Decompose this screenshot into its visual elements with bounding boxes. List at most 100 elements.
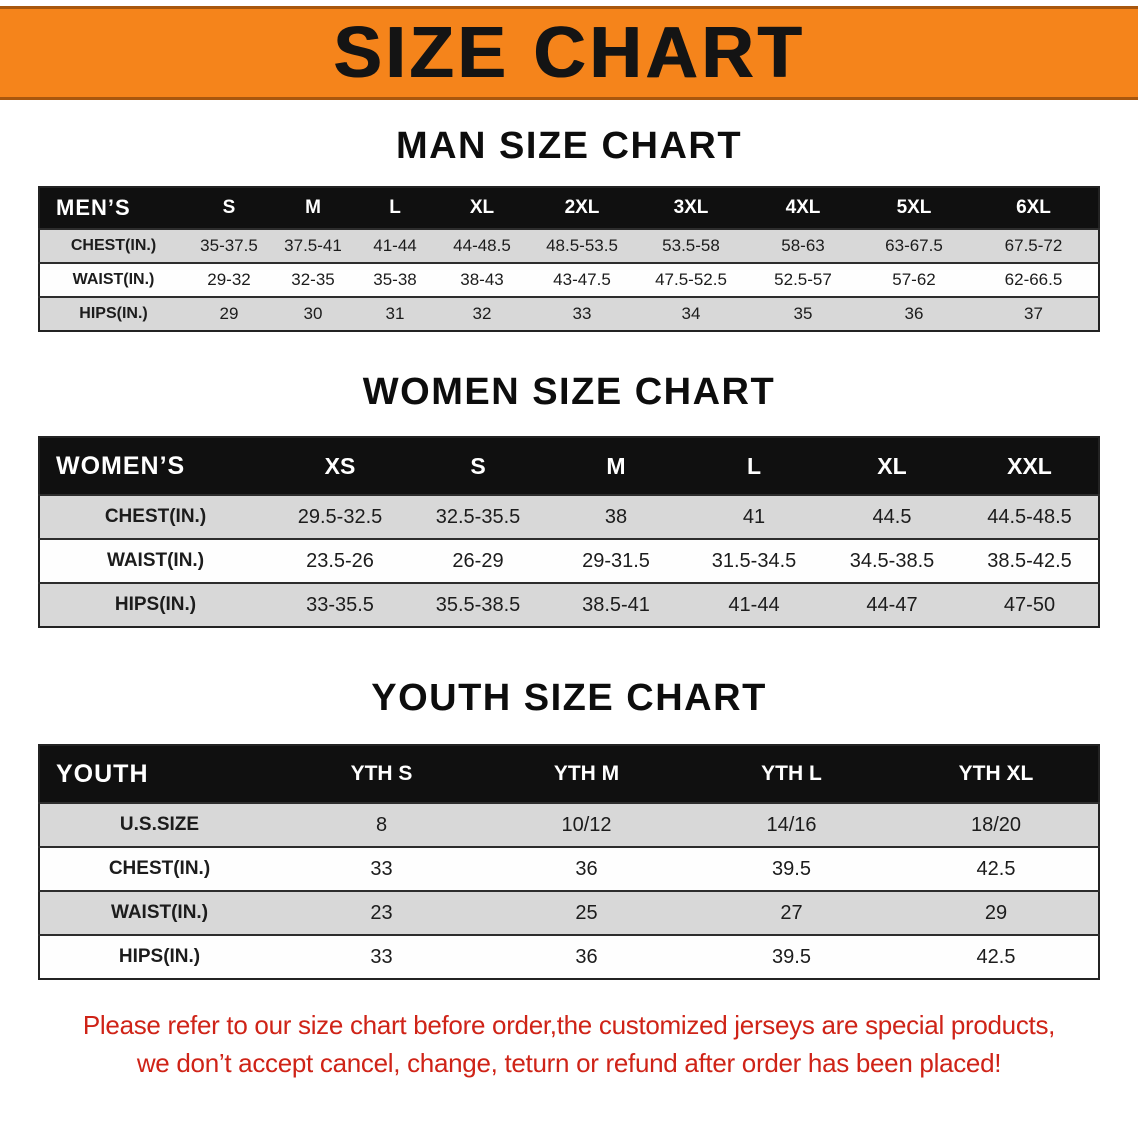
table-cell: 44.5 (823, 494, 961, 539)
table-cell: 38-43 (435, 262, 529, 297)
men-size-table: MEN’S S M L XL 2XL 3XL 4XL 5XL 6XL CHEST… (38, 186, 1100, 332)
row-label: WAIST(IN.) (39, 890, 279, 935)
table-cell: 62-66.5 (969, 262, 1099, 297)
table-cell: 38.5-42.5 (961, 538, 1099, 583)
table-cell: 29 (187, 296, 271, 331)
men-size-header: M (271, 187, 355, 229)
table-cell: 27 (689, 890, 894, 935)
table-cell: 32-35 (271, 262, 355, 297)
table-cell: 67.5-72 (969, 228, 1099, 263)
table-cell: 23 (279, 890, 484, 935)
youth-size-header: YTH S (279, 745, 484, 803)
men-size-header: S (187, 187, 271, 229)
table-cell: 35-37.5 (187, 228, 271, 263)
table-cell: 8 (279, 802, 484, 847)
table-cell: 41-44 (685, 582, 823, 627)
youth-table-corner-label: YOUTH (39, 745, 279, 803)
table-cell: 18/20 (894, 802, 1099, 847)
row-label: U.S.SIZE (39, 802, 279, 847)
women-table-header-row: WOMEN’S XS S M L XL XXL (39, 437, 1099, 495)
table-cell: 38 (547, 494, 685, 539)
table-cell: 52.5-57 (747, 262, 859, 297)
table-cell: 33 (529, 296, 635, 331)
row-label: HIPS(IN.) (39, 934, 279, 979)
row-label: WAIST(IN.) (39, 262, 187, 297)
table-cell: 41 (685, 494, 823, 539)
table-cell: 35-38 (355, 262, 435, 297)
table-cell: 44-48.5 (435, 228, 529, 263)
men-chest-row: CHEST(IN.) 35-37.5 37.5-41 41-44 44-48.5… (39, 228, 1099, 263)
table-cell: 39.5 (689, 846, 894, 891)
row-label: HIPS(IN.) (39, 296, 187, 331)
table-cell: 44.5-48.5 (961, 494, 1099, 539)
table-cell: 44-47 (823, 582, 961, 627)
table-cell: 37 (969, 296, 1099, 331)
row-label: WAIST(IN.) (39, 538, 271, 583)
youth-waist-row: WAIST(IN.) 23 25 27 29 (39, 890, 1099, 935)
size-chart-page: SIZE CHART MAN SIZE CHART MEN’S S M L XL… (0, 6, 1138, 1082)
table-cell: 43-47.5 (529, 262, 635, 297)
women-size-header: L (685, 437, 823, 495)
men-size-header: XL (435, 187, 529, 229)
women-table-corner-label: WOMEN’S (39, 437, 271, 495)
row-label: HIPS(IN.) (39, 582, 271, 627)
table-cell: 42.5 (894, 934, 1099, 979)
women-waist-row: WAIST(IN.) 23.5-26 26-29 29-31.5 31.5-34… (39, 538, 1099, 583)
table-cell: 33-35.5 (271, 582, 409, 627)
table-cell: 36 (484, 934, 689, 979)
table-cell: 36 (484, 846, 689, 891)
table-cell: 42.5 (894, 846, 1099, 891)
men-size-header: 2XL (529, 187, 635, 229)
table-cell: 47.5-52.5 (635, 262, 747, 297)
table-cell: 14/16 (689, 802, 894, 847)
man-size-chart-heading: MAN SIZE CHART (395, 125, 743, 167)
table-cell: 32 (435, 296, 529, 331)
table-cell: 57-62 (859, 262, 969, 297)
men-size-header: 6XL (969, 187, 1099, 229)
table-cell: 31 (355, 296, 435, 331)
table-cell: 29 (894, 890, 1099, 935)
table-cell: 34 (635, 296, 747, 331)
youth-size-table: YOUTH YTH S YTH M YTH L YTH XL U.S.SIZE … (38, 744, 1100, 980)
women-size-header: XXL (961, 437, 1099, 495)
men-size-header: 3XL (635, 187, 747, 229)
table-cell: 25 (484, 890, 689, 935)
men-table-corner-label: MEN’S (39, 187, 187, 229)
table-cell: 32.5-35.5 (409, 494, 547, 539)
men-size-header: 5XL (859, 187, 969, 229)
youth-size-chart-heading: YOUTH SIZE CHART (371, 677, 767, 719)
table-cell: 35.5-38.5 (409, 582, 547, 627)
row-label: CHEST(IN.) (39, 846, 279, 891)
disclaimer-text: Please refer to our size chart before or… (0, 1006, 1138, 1082)
table-cell: 34.5-38.5 (823, 538, 961, 583)
table-cell: 23.5-26 (271, 538, 409, 583)
table-cell: 33 (279, 846, 484, 891)
table-cell: 30 (271, 296, 355, 331)
men-waist-row: WAIST(IN.) 29-32 32-35 35-38 38-43 43-47… (39, 262, 1099, 297)
table-cell: 63-67.5 (859, 228, 969, 263)
size-chart-banner: SIZE CHART (0, 6, 1138, 100)
youth-size-header: YTH L (689, 745, 894, 803)
youth-hips-row: HIPS(IN.) 33 36 39.5 42.5 (39, 934, 1099, 979)
table-cell: 38.5-41 (547, 582, 685, 627)
table-cell: 36 (859, 296, 969, 331)
table-cell: 58-63 (747, 228, 859, 263)
youth-size-header: YTH M (484, 745, 689, 803)
disclaimer-line-1: Please refer to our size chart before or… (82, 1010, 1056, 1040)
table-cell: 35 (747, 296, 859, 331)
men-hips-row: HIPS(IN.) 29 30 31 32 33 34 35 36 37 (39, 296, 1099, 331)
table-cell: 29-32 (187, 262, 271, 297)
women-size-header: XL (823, 437, 961, 495)
table-cell: 37.5-41 (271, 228, 355, 263)
women-hips-row: HIPS(IN.) 33-35.5 35.5-38.5 38.5-41 41-4… (39, 582, 1099, 627)
men-size-header: L (355, 187, 435, 229)
table-cell: 26-29 (409, 538, 547, 583)
table-cell: 29-31.5 (547, 538, 685, 583)
table-cell: 29.5-32.5 (271, 494, 409, 539)
youth-size-header: YTH XL (894, 745, 1099, 803)
table-cell: 33 (279, 934, 484, 979)
banner-title: SIZE CHART (333, 13, 805, 93)
table-cell: 41-44 (355, 228, 435, 263)
women-size-header: M (547, 437, 685, 495)
men-size-header: 4XL (747, 187, 859, 229)
